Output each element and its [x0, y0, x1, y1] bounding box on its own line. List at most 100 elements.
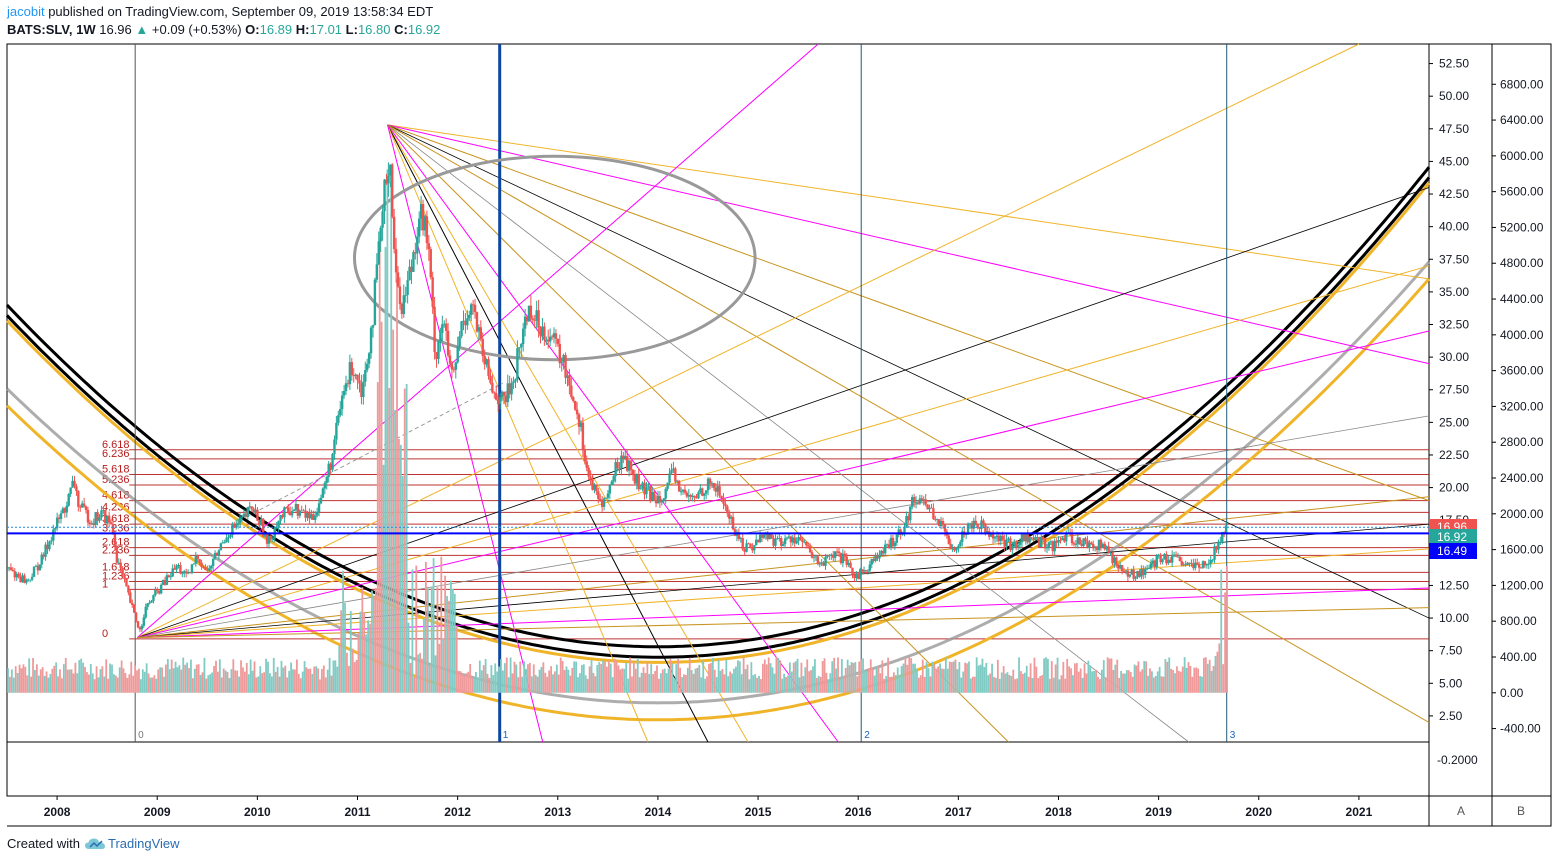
- candle-body: [689, 495, 692, 497]
- candle-body: [19, 576, 22, 583]
- volume-bar: [606, 666, 608, 693]
- candle-body: [173, 568, 176, 570]
- volume-bar: [7, 668, 9, 693]
- volume-bar: [677, 658, 680, 693]
- volume-bar: [467, 671, 470, 693]
- candle-body: [1090, 542, 1093, 544]
- candle-body: [976, 523, 979, 529]
- volume-bar: [729, 671, 732, 693]
- fan-line-from-low: [137, 587, 1430, 639]
- candle-body: [595, 485, 598, 492]
- volume-bar: [1075, 663, 1078, 693]
- candle-body: [1053, 540, 1056, 552]
- candle-body: [448, 355, 452, 364]
- tradingview-logo[interactable]: TradingView: [84, 836, 180, 851]
- candle-body: [957, 545, 960, 549]
- volume-bar: [700, 677, 703, 693]
- candle-body: [487, 359, 490, 376]
- candle-body: [674, 468, 677, 482]
- candle-body: [242, 513, 246, 517]
- candle-body: [989, 532, 993, 537]
- candle-body: [599, 498, 602, 501]
- candle-body: [310, 514, 313, 519]
- volume-bar: [1214, 655, 1217, 693]
- candle-body: [610, 481, 613, 486]
- volume-bar: [186, 662, 188, 693]
- candle-body: [922, 499, 925, 501]
- candle-body: [55, 517, 59, 529]
- candle-body: [394, 249, 398, 273]
- volume-bar: [621, 668, 624, 693]
- candle-body: [344, 383, 348, 392]
- author-link[interactable]: jacobit: [7, 4, 45, 19]
- volume-bar: [269, 673, 271, 693]
- low-label: L:: [345, 22, 358, 37]
- price-tick-label: 50.00: [1439, 89, 1469, 103]
- candle-body: [672, 468, 675, 471]
- volume-bar: [222, 668, 225, 693]
- volume-bar: [165, 664, 167, 693]
- arc-curve: [5, 166, 1431, 649]
- volume-bar: [363, 612, 366, 693]
- candle-body: [508, 383, 511, 395]
- lower-pane-tick-label: -0.2000: [1437, 753, 1478, 767]
- change-value: +0.09 (+0.53%): [151, 22, 242, 37]
- volume-bar: [419, 652, 422, 693]
- candle-body: [146, 603, 149, 607]
- volume-bar: [471, 677, 474, 693]
- volume-bar: [557, 674, 560, 693]
- candle-body: [340, 395, 344, 409]
- volume-bar: [76, 673, 79, 693]
- volume-bar: [812, 666, 814, 693]
- candle-body: [872, 558, 875, 561]
- symbol-label[interactable]: BATS:SLV, 1W: [7, 22, 96, 37]
- candle-body: [1057, 539, 1060, 543]
- volume-bar: [792, 662, 795, 693]
- volume-bar: [426, 588, 429, 693]
- volume-bar: [609, 663, 612, 693]
- scale-button-b[interactable]: B: [1517, 804, 1525, 818]
- fan-line-from-high: [387, 124, 749, 743]
- volume-bar: [1025, 665, 1028, 693]
- candle-body: [618, 468, 621, 469]
- volume-bar: [193, 668, 196, 693]
- scale-button-auto[interactable]: A: [1457, 804, 1465, 818]
- candle-body: [758, 534, 762, 543]
- volume-bar: [866, 671, 868, 693]
- volume-bar: [631, 676, 633, 693]
- candle-body: [645, 487, 648, 495]
- volume-bar: [205, 678, 208, 693]
- volume-bar: [1129, 671, 1132, 693]
- candle-body: [233, 524, 236, 528]
- volume-bar: [785, 677, 787, 693]
- candle-body: [1014, 541, 1018, 548]
- volume-bar: [272, 657, 275, 693]
- candle-body: [914, 502, 918, 504]
- candle-body: [1122, 571, 1126, 572]
- candle-body: [460, 321, 463, 337]
- volume-bar: [790, 671, 793, 693]
- candle-body: [392, 216, 396, 250]
- volume-bar: [313, 666, 316, 693]
- candle-body: [1028, 537, 1031, 543]
- volume-bar: [299, 678, 302, 693]
- volume-bar: [548, 670, 551, 693]
- volume-bar: [263, 672, 266, 693]
- volume-bar: [783, 673, 785, 693]
- volume-bar: [684, 674, 687, 693]
- volume-bar: [767, 657, 770, 693]
- candle-body: [1145, 568, 1149, 570]
- candle-body: [248, 506, 251, 508]
- volume-bar: [771, 667, 774, 693]
- volume-bar: [349, 611, 352, 693]
- volume-bar: [61, 678, 63, 693]
- candle-body: [679, 491, 683, 493]
- time-tick-label: 2011: [344, 805, 370, 819]
- candle-body: [1124, 570, 1128, 572]
- fib-level-label: 0: [102, 628, 108, 640]
- ohlc-legend: BATS:SLV, 1W 16.96 ▲ +0.09 (+0.53%) O:16…: [7, 22, 440, 37]
- candle-body: [325, 476, 328, 483]
- candle-body: [1174, 554, 1178, 557]
- volume-bar: [906, 664, 909, 693]
